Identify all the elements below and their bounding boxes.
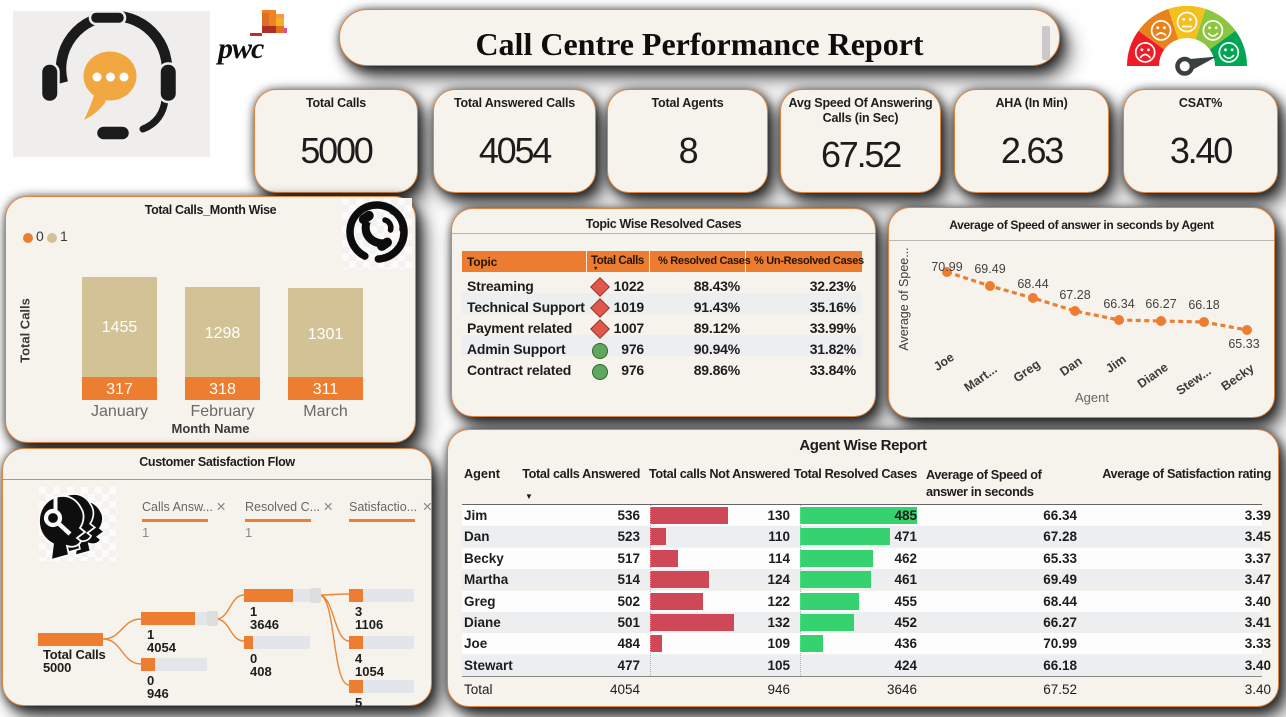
svg-text:67.28: 67.28 [1059, 288, 1090, 302]
svg-text:Agent: Agent [1075, 390, 1109, 405]
svg-text:Dan: Dan [1057, 354, 1084, 379]
svg-text:Becky: Becky [1219, 361, 1257, 394]
svg-text:70.99: 70.99 [931, 260, 962, 274]
svg-text:66.34: 66.34 [1103, 297, 1134, 311]
svg-text:69.49: 69.49 [974, 262, 1005, 276]
svg-text:66.18: 66.18 [1188, 298, 1219, 312]
svg-text:Joe: Joe [931, 350, 957, 374]
svg-text:Stew...: Stew... [1174, 364, 1214, 398]
svg-text:Greg: Greg [1011, 357, 1043, 385]
svg-text:Mart...: Mart... [962, 362, 1000, 395]
svg-text:Diane: Diane [1135, 360, 1171, 391]
svg-text:68.44: 68.44 [1017, 277, 1048, 291]
svg-text:Jim: Jim [1103, 352, 1129, 376]
svg-text:66.27: 66.27 [1145, 297, 1176, 311]
svg-text:65.33: 65.33 [1228, 337, 1259, 351]
svg-text:Average of Spee...: Average of Spee... [897, 247, 911, 350]
